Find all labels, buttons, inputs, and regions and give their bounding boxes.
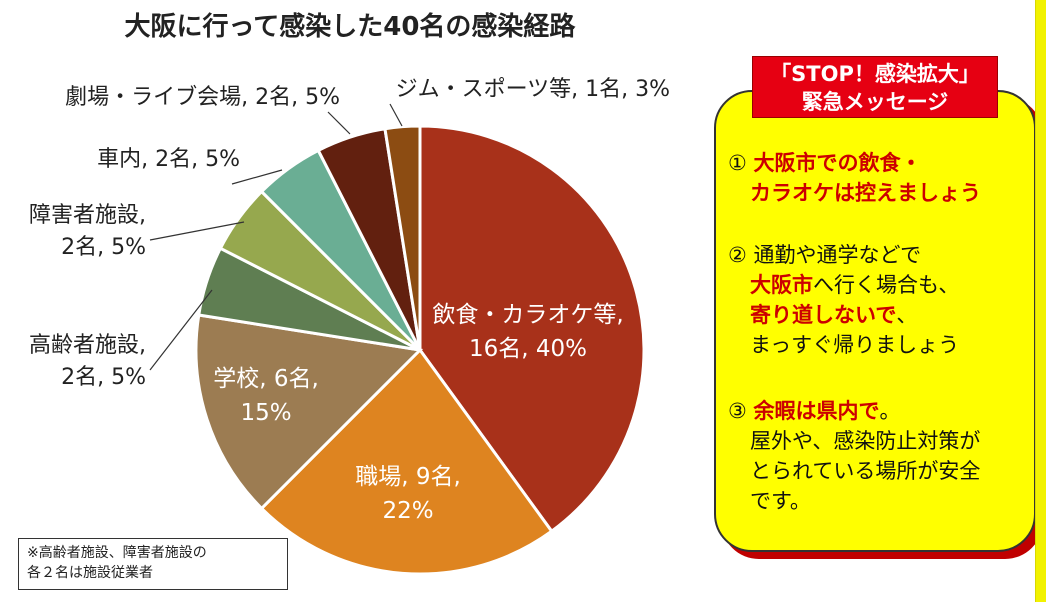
- label-line: ジム・スポーツ等, 1名, 3%: [396, 77, 670, 102]
- pie-chart: 飲食・カラオケ等, 16名, 40% 職場, 9名, 22% 学校, 6名, 15% 高齢者…: [29, 77, 670, 576]
- message-emphasis-text: 大阪市: [750, 273, 813, 297]
- outer-label-8: ジム・スポーツ等, 1名, 3%: [396, 77, 670, 102]
- message-text: 。: [879, 399, 901, 423]
- label-line: 劇場・ライブ会場, 2名, 5%: [65, 85, 340, 110]
- message-text: まっすぐ帰りましょう: [750, 333, 960, 357]
- message-text: ③: [728, 399, 754, 423]
- edge-strip: [1035, 0, 1046, 602]
- message-emphasis-text: 寄り道しないで: [750, 303, 897, 327]
- label-line: 飲食・カラオケ等,: [432, 302, 623, 328]
- label-line: 2名, 5%: [61, 365, 146, 390]
- leader-line-7: [327, 111, 351, 135]
- message-line: とられている場所が安全: [728, 456, 1032, 486]
- outer-label-7: 劇場・ライブ会場, 2名, 5%: [65, 85, 340, 110]
- message-line: です。: [728, 486, 1032, 516]
- pie-slice-8: [383, 124, 422, 351]
- leader-line-6: [231, 169, 283, 185]
- label-line: 障害者施設,: [29, 203, 146, 228]
- label-line: 職場, 9名,: [355, 464, 461, 490]
- message-emphasis-text: 大阪市での飲食・: [753, 151, 922, 175]
- footnote-line: 各２名は施設従業者: [27, 565, 153, 581]
- message-emphasis-text: カラオケは控えましょう: [750, 181, 981, 205]
- slice-label-1: 飲食・カラオケ等, 16名, 40%: [432, 302, 623, 362]
- message-emphasis-text: 余暇は県内で: [753, 399, 880, 423]
- label-line: 学校, 6名,: [213, 366, 319, 392]
- message-badge-line: 緊急メッセージ: [801, 90, 949, 114]
- outer-label-6: 車内, 2名, 5%: [97, 147, 240, 172]
- leader-line-8: [389, 103, 403, 127]
- leader-line-4: [149, 289, 213, 371]
- message-line: 屋外や、感染防止対策が: [728, 426, 1032, 456]
- message-text: とられている場所が安全: [750, 459, 981, 483]
- message-item-3: ③ 余暇は県内で。屋外や、感染防止対策が とられている場所が安全 です。: [728, 396, 1032, 516]
- message-badge: 「STOP！感染拡大」 緊急メッセージ: [752, 56, 998, 118]
- label-line: 16名, 40%: [469, 336, 587, 362]
- message-badge-line: 「STOP！感染拡大」: [770, 62, 980, 86]
- leader-line-5: [149, 221, 245, 241]
- chart-title: 大阪に行って感染した40名の感染経路: [124, 12, 576, 42]
- slice-label-3: 学校, 6名, 15%: [213, 366, 319, 426]
- label-line: 車内, 2名, 5%: [97, 147, 240, 172]
- outer-label-4: 高齢者施設, 2名, 5%: [29, 333, 146, 390]
- label-line: 22%: [382, 498, 433, 524]
- message-item-2: ② 通勤や通学などで 大阪市へ行く場合も、 寄り道しないで、 まっすぐ帰りましょう: [728, 240, 1032, 360]
- message-line: まっすぐ帰りましょう: [728, 330, 1032, 360]
- message-line: ③ 余暇は県内で。: [728, 396, 1032, 426]
- pie-slice-2: [259, 347, 554, 576]
- message-line: ② 通勤や通学などで: [728, 240, 1032, 270]
- message-text: 、: [896, 303, 918, 327]
- message-line: ① 大阪市での飲食・: [728, 148, 1032, 178]
- message-line: 大阪市へ行く場合も、: [728, 270, 1032, 300]
- label-line: 高齢者施設,: [29, 333, 146, 358]
- message-text: です。: [750, 489, 811, 513]
- pie-slice-3: [194, 313, 424, 511]
- label-line: 15%: [240, 400, 291, 426]
- slice-label-2: 職場, 9名, 22%: [355, 464, 461, 524]
- message-box: [714, 90, 1036, 552]
- footnote-line: ※高齢者施設、障害者施設の: [27, 545, 207, 561]
- footnote: ※高齢者施設、障害者施設の 各２名は施設従業者: [18, 538, 288, 590]
- message-text: ①: [728, 151, 754, 175]
- message-line: カラオケは控えましょう: [728, 178, 1032, 208]
- message-text: へ行く場合も、: [813, 273, 960, 297]
- label-line: 2名, 5%: [61, 235, 146, 260]
- message-item-1: ① 大阪市での飲食・カラオケは控えましょう: [728, 148, 1032, 208]
- message-text: ② 通勤や通学などで: [728, 243, 922, 267]
- message-text: 屋外や、感染防止対策が: [750, 429, 981, 453]
- outer-label-5: 障害者施設, 2名, 5%: [29, 203, 146, 260]
- pie-slice-1: [418, 124, 646, 534]
- message-line: 寄り道しないで、: [728, 300, 1032, 330]
